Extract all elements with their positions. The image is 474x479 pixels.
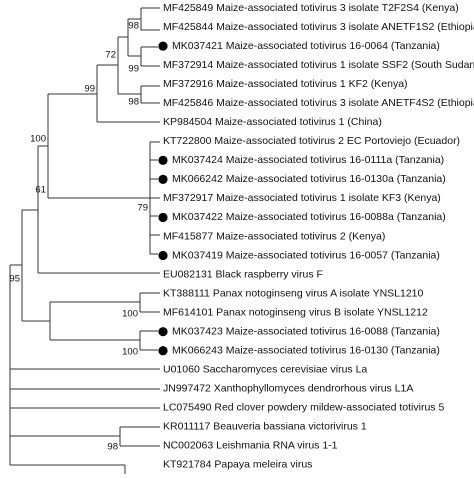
leaf-label: MK066243 Maize-associated totivirus 16-0… <box>172 345 440 357</box>
bootstrap-value: 99 <box>128 64 139 75</box>
leaf-marker <box>158 250 168 261</box>
leaf-label: MF372916 Maize-associated totivirus 1 KF… <box>163 78 408 90</box>
leaf-marker <box>158 41 168 51</box>
leaf-label: MF415877 Maize-associated totivirus 2 (K… <box>163 230 385 242</box>
leaf-label: MF425849 Maize-associated totivirus 3 is… <box>163 2 459 14</box>
leaf-label: MF425844 Maize-associated totivirus 3 is… <box>163 21 474 33</box>
leaf-marker <box>158 155 168 165</box>
leaf-label: KR011117 Beauveria bassiana victorivirus… <box>163 421 367 433</box>
leaf-marker <box>158 174 168 184</box>
leaf-label: KP984504 Maize-associated totivirus 1 (C… <box>163 116 382 128</box>
leaf-label: KT921784 Papaya meleira virus <box>163 459 312 471</box>
bootstrap-value: 98 <box>128 21 139 32</box>
leaf-label: MF614101 Panax notoginseng virus B isola… <box>163 306 428 318</box>
leaf-label: U01060 Saccharomyces cerevisiae virus La <box>163 364 367 376</box>
leaf-label: JN997472 Xanthophyllomyces dendrorhous v… <box>163 383 413 395</box>
bootstrap-value: 99 <box>84 84 95 95</box>
leaf-label: EU082131 Black raspberry virus F <box>163 268 323 280</box>
bootstrap-value: 61 <box>35 185 46 196</box>
bootstrap-value: 100 <box>122 347 138 358</box>
leaf-label: MK037421 Maize-associated totivirus 16-0… <box>172 40 440 52</box>
leaf-label: MK037423 Maize-associated totivirus 16-0… <box>172 325 440 337</box>
leaf-label: KT722800 Maize-associated totivirus 2 EC… <box>163 135 460 147</box>
leaf-label: MF372917 Maize-associated totivirus 1 is… <box>163 192 441 204</box>
bootstrap-value: 79 <box>137 203 148 214</box>
leaf-marker <box>158 212 168 223</box>
bootstrap-value: 100 <box>122 309 138 320</box>
branches <box>9 7 160 474</box>
leaf-label: MK037424 Maize-associated totivirus 16-0… <box>172 154 444 166</box>
bootstrap-value: 72 <box>105 50 116 61</box>
leaf-marker <box>158 346 168 356</box>
leaf-label: MF372914 Maize-associated totivirus 1 is… <box>163 59 474 71</box>
leaf-label: MK037419 Maize-associated totivirus 16-0… <box>172 249 440 261</box>
leaf-label: MF425846 Maize-associated totivirus 3 is… <box>163 97 474 109</box>
leaf-label: LC075490 Red clover powdery mildew-assoc… <box>163 402 444 414</box>
leaf-label: MK037422 Maize-associated totivirus 16-0… <box>172 211 446 223</box>
leaf-label: NC002063 Leishmania RNA virus 1-1 <box>163 440 338 452</box>
bootstrap-value: 100 <box>30 134 46 145</box>
leaf-label: MK066242 Maize-associated totivirus 16-0… <box>172 173 446 185</box>
bootstrap-value: 95 <box>9 274 20 285</box>
leaf-label: KT388111 Panax notoginseng virus A isola… <box>163 287 424 299</box>
bootstrap-value: 98 <box>107 442 118 453</box>
bootstrap-value: 98 <box>128 97 139 108</box>
leaf-marker <box>158 327 168 337</box>
